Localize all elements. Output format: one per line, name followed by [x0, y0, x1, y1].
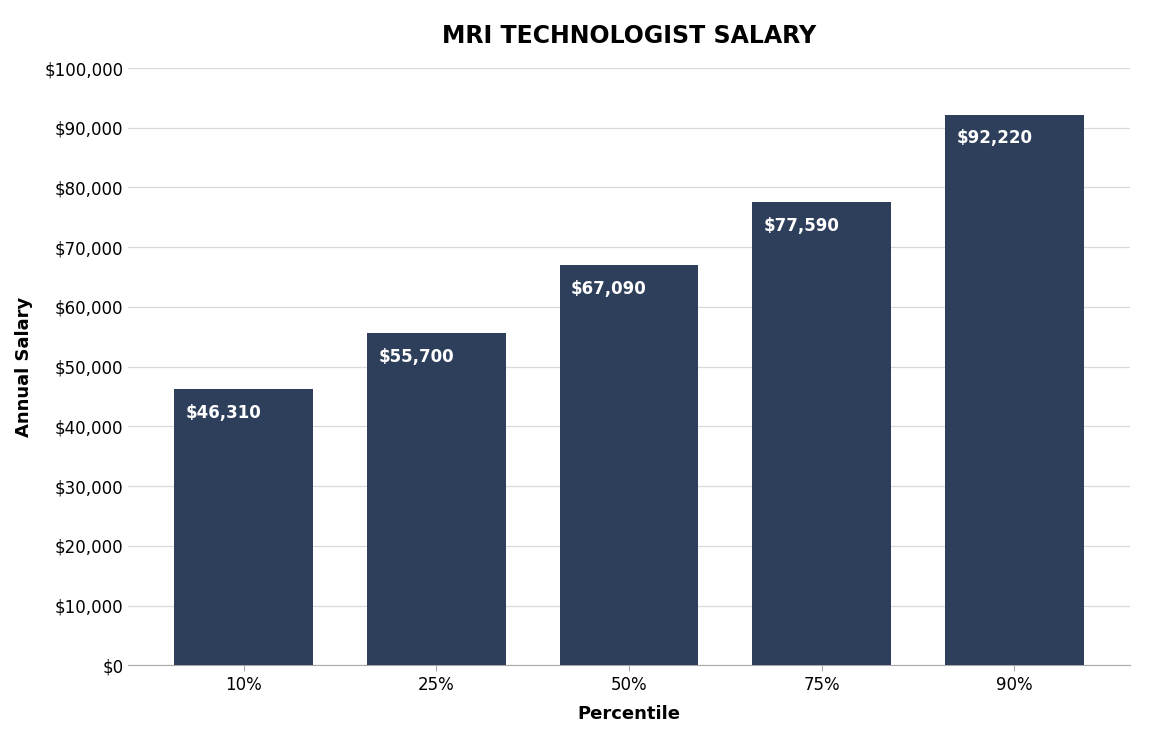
X-axis label: Percentile: Percentile [578, 705, 680, 723]
Bar [945, 114, 1083, 665]
Text: $46,310: $46,310 [185, 404, 261, 422]
Text: $67,090: $67,090 [571, 280, 647, 298]
Text: $92,220: $92,220 [956, 129, 1032, 147]
Bar [175, 389, 313, 665]
Title: MRI TECHNOLOGIST SALARY: MRI TECHNOLOGIST SALARY [442, 24, 817, 48]
Bar [367, 333, 506, 665]
Bar [753, 202, 891, 665]
Y-axis label: Annual Salary: Annual Salary [15, 296, 33, 437]
Text: $55,700: $55,700 [379, 348, 454, 366]
Text: $77,590: $77,590 [763, 217, 840, 235]
Bar [559, 265, 699, 665]
